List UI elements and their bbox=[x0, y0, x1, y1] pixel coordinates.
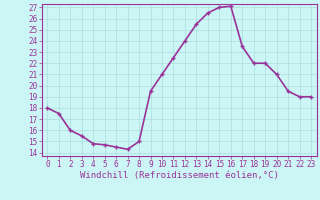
X-axis label: Windchill (Refroidissement éolien,°C): Windchill (Refroidissement éolien,°C) bbox=[80, 171, 279, 180]
